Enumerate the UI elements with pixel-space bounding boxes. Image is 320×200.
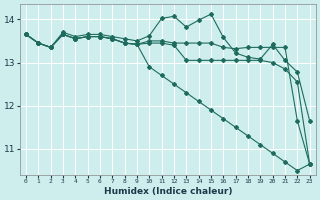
X-axis label: Humidex (Indice chaleur): Humidex (Indice chaleur) xyxy=(104,187,232,196)
